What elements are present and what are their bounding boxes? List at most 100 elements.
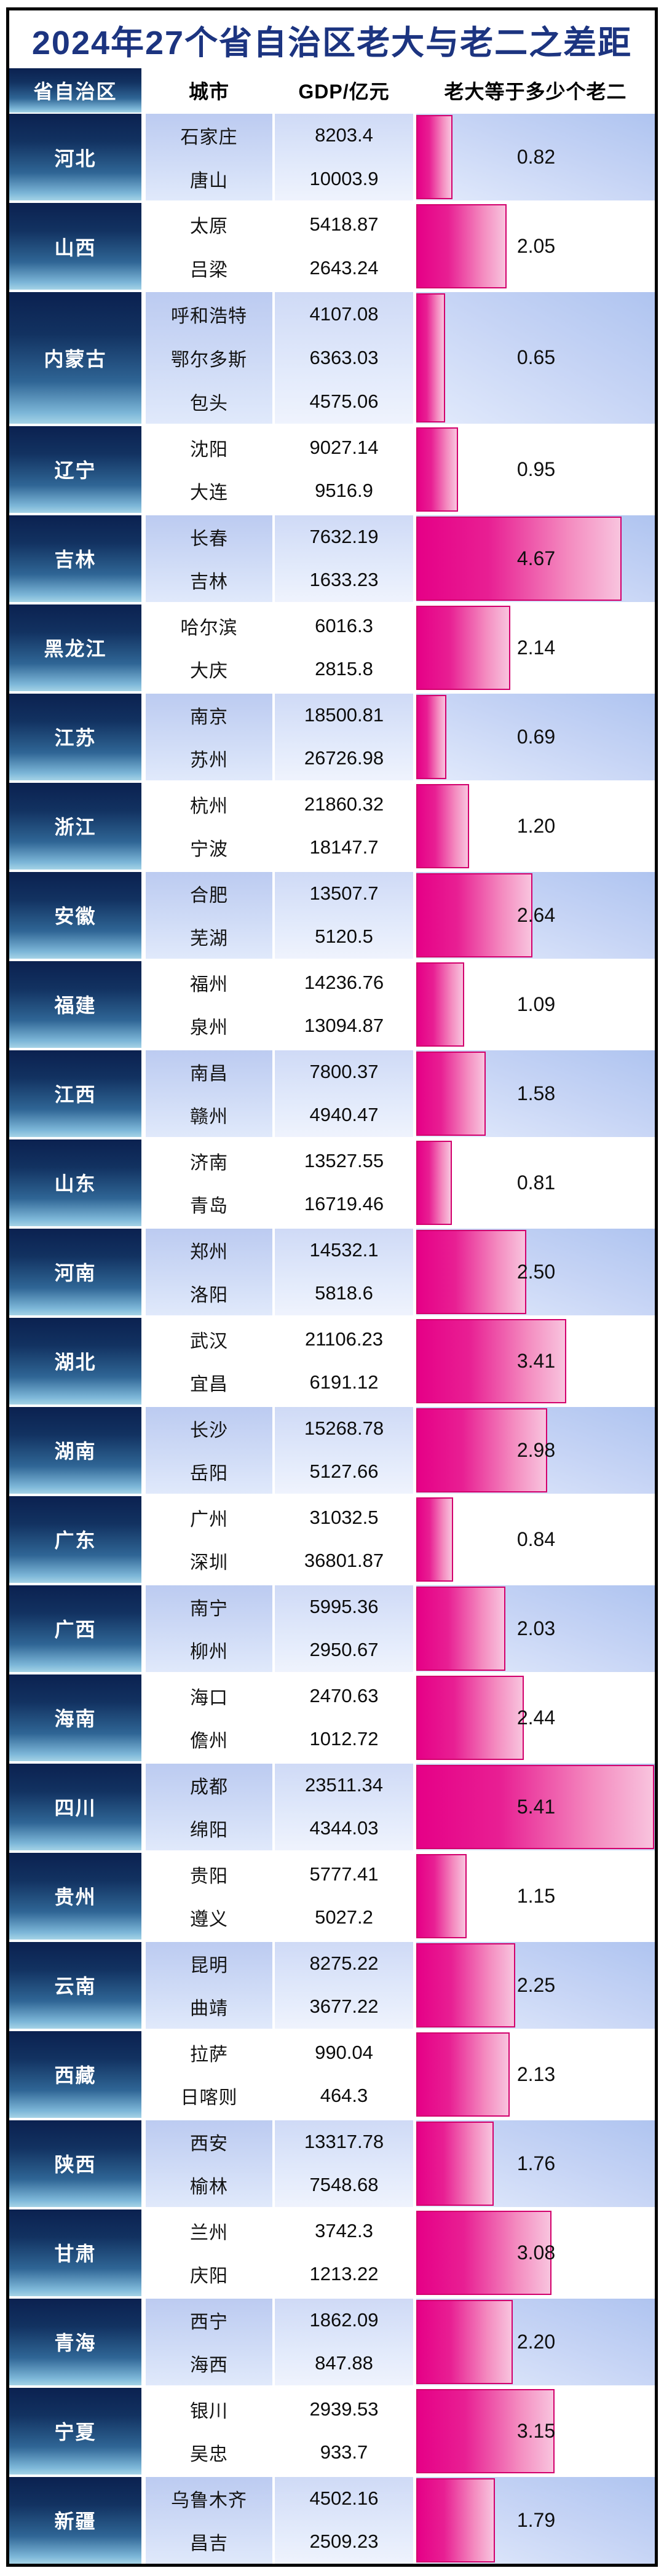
city-name: 兰州: [190, 2222, 228, 2243]
gdp-column: 13317.78 7548.68: [275, 2120, 413, 2207]
column-divider: [141, 2120, 146, 2207]
ratio-value: 4.67: [516, 547, 556, 569]
column-divider: [141, 292, 146, 424]
city-gdp-value: 21106.23: [305, 1328, 383, 1350]
province-block: 河北 石家庄 唐山 8203.4 10003.9 0.82: [9, 114, 655, 200]
ratio-bar: [416, 115, 453, 199]
ratio-bar: [416, 2210, 552, 2295]
province-block: 吉林 长春 吉林 7632.19 1633.23 4.67: [9, 515, 655, 602]
city-name: 大连: [190, 483, 228, 504]
ratio-bar: [416, 694, 447, 779]
city-name: 成都: [190, 1777, 228, 1797]
province-block: 江苏 南京 苏州 18500.81 26726.98 0.69: [9, 693, 655, 780]
province-block: 浙江 杭州 宁波 21860.32 18147.7 1.20: [9, 782, 655, 870]
ratio-bar-zone: 0.81: [416, 1139, 655, 1226]
city-name: 洛阳: [190, 1285, 228, 1306]
ratio-value: 3.08: [516, 2241, 556, 2264]
city-gdp-value: 14236.76: [304, 971, 384, 993]
city-name: 绵阳: [190, 1820, 228, 1841]
city-name: 吕梁: [190, 260, 228, 280]
gdp-column: 4502.16 2509.23: [275, 2476, 413, 2564]
gdp-column: 8203.4 10003.9: [275, 114, 413, 200]
city-column: 太原 吕梁: [146, 203, 272, 290]
gdp-column: 1862.09 847.88: [275, 2298, 413, 2385]
column-divider: [141, 1050, 146, 1137]
province-block: 内蒙古 呼和浩特 鄂尔多斯 包头 4107.08 6363.03 4575.06 0.65: [9, 292, 655, 424]
city-name: 榆林: [190, 2177, 228, 2198]
city-name: 深圳: [190, 1553, 228, 1574]
title-row: 2024年27个省自治区老大与老二之差距: [9, 10, 655, 68]
city-gdp-value: 2509.23: [309, 2530, 379, 2553]
comparison-table: 2024年27个省自治区老大与老二之差距 省自治区 城市 GDP/亿元 老大等于…: [6, 7, 658, 2567]
city-gdp-value: 14532.1: [309, 1238, 379, 1261]
province-name: 云南: [9, 1941, 141, 2029]
column-divider: [141, 2209, 146, 2296]
ratio-bar: [416, 1943, 515, 2027]
province-name: 吉林: [9, 515, 141, 602]
gdp-column: 2939.53 933.7: [275, 2387, 413, 2475]
city-name: 吉林: [190, 572, 228, 593]
province-name: 贵州: [9, 1852, 141, 1940]
province-name: 安徽: [9, 871, 141, 959]
province-block: 江西 南昌 赣州 7800.37 4940.47 1.58: [9, 1050, 655, 1137]
province-name: 西藏: [9, 2031, 141, 2118]
ratio-value: 1.58: [516, 1082, 556, 1104]
ratio-value: 1.79: [516, 2508, 556, 2531]
city-gdp-value: 5120.5: [315, 925, 373, 948]
province-block: 广西 南宁 柳州 5995.36 2950.67 2.03: [9, 1585, 655, 1672]
city-gdp-value: 8203.4: [315, 124, 373, 146]
gdp-column: 14236.76 13094.87: [275, 961, 413, 1048]
city-gdp-value: 7632.19: [309, 525, 379, 547]
column-divider: [141, 961, 146, 1048]
province-block: 山西 太原 吕梁 5418.87 2643.24 2.05: [9, 203, 655, 290]
ratio-value: 0.84: [516, 1528, 556, 1550]
gdp-column: 15268.78 5127.66: [275, 1406, 413, 1494]
column-header-gdp: GDP/亿元: [275, 68, 413, 113]
gdp-column: 13507.7 5120.5: [275, 871, 413, 959]
city-gdp-value: 16719.46: [304, 1193, 384, 1215]
province-name: 河南: [9, 1228, 141, 1315]
ratio-bar-zone: 3.41: [416, 1317, 655, 1405]
province-name: 江西: [9, 1050, 141, 1137]
city-gdp-value: 31032.5: [309, 1506, 379, 1528]
province-name: 河北: [9, 114, 141, 200]
ratio-value: 1.20: [516, 814, 556, 837]
ratio-bar-zone: 2.44: [416, 1674, 655, 1761]
city-name: 遵义: [190, 1909, 228, 1930]
province-name: 湖南: [9, 1406, 141, 1494]
city-column: 兰州 庆阳: [146, 2209, 272, 2296]
column-divider: [141, 694, 146, 780]
gdp-column: 18500.81 26726.98: [275, 693, 413, 780]
column-divider: [141, 1139, 146, 1226]
city-column: 哈尔滨 大庆: [146, 604, 272, 691]
ratio-bar: [416, 1408, 548, 1492]
ratio-value: 2.13: [516, 2063, 556, 2085]
city-gdp-value: 1633.23: [309, 569, 379, 591]
city-name: 合肥: [190, 885, 228, 906]
province-name: 黑龙江: [9, 604, 141, 691]
city-gdp-value: 6191.12: [309, 1371, 379, 1393]
ratio-bar: [416, 2299, 513, 2384]
city-name: 南京: [190, 707, 228, 727]
city-name: 宁波: [190, 839, 228, 860]
column-divider: [141, 426, 146, 513]
ratio-value: 0.95: [516, 458, 556, 480]
province-name: 福建: [9, 961, 141, 1048]
column-divider: [141, 1496, 146, 1583]
province-block: 山东 济南 青岛 13527.55 16719.46 0.81: [9, 1139, 655, 1226]
city-name: 南宁: [190, 1598, 228, 1619]
city-name: 海口: [190, 1687, 228, 1708]
ratio-bar-zone: 3.08: [416, 2209, 655, 2296]
province-name: 宁夏: [9, 2387, 141, 2475]
province-block: 辽宁 沈阳 大连 9027.14 9516.9 0.95: [9, 426, 655, 513]
province-name: 江苏: [9, 693, 141, 780]
ratio-bar-zone: 3.15: [416, 2387, 655, 2475]
ratio-bar: [416, 1853, 467, 1938]
gdp-column: 23511.34 4344.03: [275, 1763, 413, 1850]
city-name: 长春: [190, 528, 228, 549]
province-name: 甘肃: [9, 2209, 141, 2296]
city-column: 石家庄 唐山: [146, 114, 272, 200]
ratio-value: 0.65: [516, 346, 556, 369]
city-name: 福州: [190, 974, 228, 995]
ratio-bar: [416, 204, 507, 288]
